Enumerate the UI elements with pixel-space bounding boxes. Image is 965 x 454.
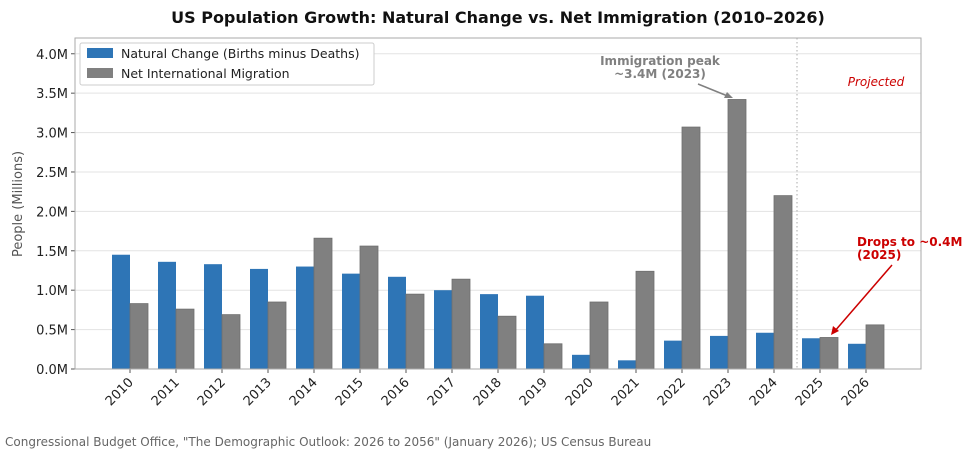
x-tick-label: 2011 (149, 375, 183, 409)
x-tick-label: 2026 (839, 375, 873, 409)
x-tick-label: 2016 (379, 375, 413, 409)
bar-natural-change (112, 254, 130, 369)
drop-annotation: Drops to ~0.4M (2025) (831, 235, 962, 335)
bar-net-migration (865, 324, 885, 370)
bar-natural-change (480, 294, 498, 369)
y-tick-label: 1.0M (36, 284, 68, 299)
legend-swatch-natural (87, 48, 113, 58)
bar-net-migration (267, 301, 287, 370)
x-tick-label: 2015 (333, 375, 367, 409)
bar-natural-change (342, 273, 360, 369)
x-tick-label: 2014 (287, 375, 321, 409)
drop-annotation-line2: (2025) (857, 248, 901, 262)
peak-annotation: Immigration peak ~3.4M (2023) (600, 54, 733, 98)
peak-annotation-line1: Immigration peak (600, 54, 721, 68)
bar-net-migration (175, 308, 195, 370)
bar-natural-change (848, 343, 866, 369)
x-tick-label: 2025 (793, 375, 827, 409)
bar-net-migration (681, 126, 701, 370)
bar-net-migration (405, 293, 425, 370)
bar-natural-change (802, 338, 820, 369)
drop-annotation-line1: Drops to ~0.4M (857, 235, 962, 249)
bar-net-migration (221, 314, 241, 370)
y-tick-label: 4.0M (36, 48, 68, 63)
x-tick-label: 2022 (655, 375, 689, 409)
x-tick-label: 2021 (609, 375, 643, 409)
bar-net-migration (635, 270, 655, 370)
bar-natural-change (664, 340, 682, 369)
y-axis-label: People (Millions) (11, 151, 26, 257)
bar-net-migration (589, 301, 609, 370)
x-tick-label: 2018 (471, 375, 505, 409)
y-tick-label: 2.0M (36, 205, 68, 220)
x-tick-label: 2010 (103, 375, 137, 409)
y-tick-label: 2.5M (36, 166, 68, 181)
chart-title: US Population Growth: Natural Change vs.… (171, 8, 825, 27)
bar-natural-change (710, 335, 728, 369)
legend-label-natural: Natural Change (Births minus Deaths) (121, 46, 359, 61)
projected-label: Projected (848, 75, 905, 89)
y-tick-label: 0.5M (36, 324, 68, 339)
source-note: Congressional Budget Office, "The Demogr… (5, 435, 651, 449)
bar-net-migration (773, 195, 793, 370)
bar-natural-change (296, 266, 314, 369)
y-tick-label: 3.5M (36, 87, 68, 102)
bar-natural-change (756, 332, 774, 369)
bar-net-migration (313, 237, 333, 370)
legend: Natural Change (Births minus Deaths) Net… (79, 42, 375, 86)
bar-natural-change (250, 268, 268, 369)
bar-natural-change (618, 360, 636, 369)
x-tick-label: 2024 (747, 375, 781, 409)
x-tick-label: 2020 (563, 375, 597, 409)
bar-net-migration (451, 278, 471, 370)
peak-arrow (697, 83, 731, 98)
bar-net-migration (543, 343, 563, 370)
x-tick-label: 2013 (241, 375, 275, 409)
x-tick-label: 2019 (517, 375, 551, 409)
bar-net-migration (129, 303, 149, 370)
bar-net-migration (819, 337, 839, 370)
bar-natural-change (388, 276, 406, 369)
legend-label-migration: Net International Migration (121, 66, 290, 81)
bar-natural-change (572, 354, 590, 369)
bar-natural-change (204, 264, 222, 369)
bar-natural-change (158, 261, 176, 369)
legend-swatch-migration (87, 68, 113, 78)
drop-arrow (833, 264, 893, 333)
plot-frame (74, 37, 922, 370)
x-tick-label: 2017 (425, 375, 459, 409)
bar-net-migration (727, 99, 747, 370)
y-tick-label: 3.0M (36, 127, 68, 142)
y-tick-label: 1.5M (36, 245, 68, 260)
bar-natural-change (526, 295, 544, 369)
x-tick-label: 2012 (195, 375, 229, 409)
peak-annotation-line2: ~3.4M (2023) (614, 67, 706, 81)
bar-natural-change (434, 290, 452, 369)
bar-net-migration (359, 245, 379, 370)
y-tick-label: 0.0M (36, 363, 68, 378)
x-tick-label: 2023 (701, 375, 735, 409)
bar-net-migration (497, 315, 517, 370)
